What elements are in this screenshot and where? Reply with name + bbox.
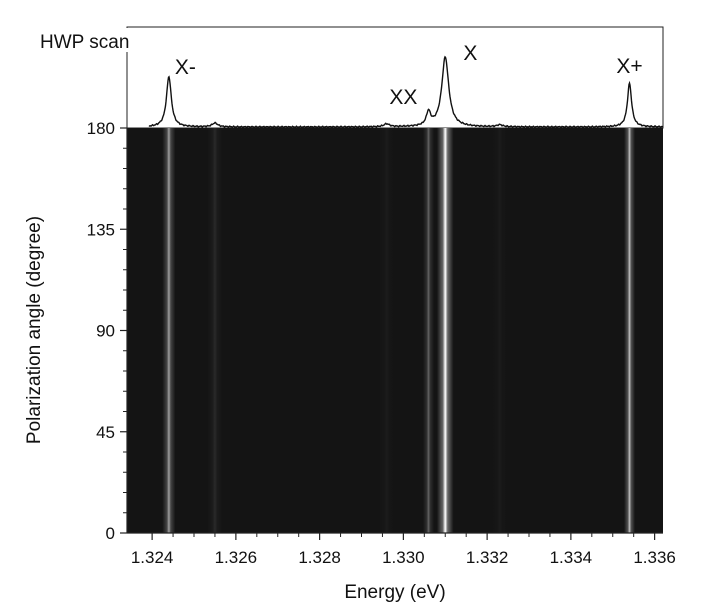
x-tick-label: 1.324: [131, 548, 174, 567]
peak-label-xplus: X+: [616, 55, 642, 78]
x-tick-label: 1.332: [466, 548, 509, 567]
peak-label-xx: XX: [389, 86, 417, 109]
emission-line-1: [207, 128, 223, 533]
x-tick-label: 1.326: [215, 548, 258, 567]
y-tick-label: 45: [96, 423, 115, 442]
emission-line-4: [436, 128, 454, 533]
emission-line-0: [162, 128, 176, 533]
x-tick-label: 1.336: [633, 548, 676, 567]
y-ticks: 0 45 90 135 180: [87, 119, 127, 543]
panel-title: HWP scan: [40, 32, 129, 53]
x-ticks: 1.324 1.326 1.328 1.330 1.332 1.334 1.336: [131, 533, 676, 567]
x-tick-label: 1.334: [550, 548, 593, 567]
y-tick-label: 135: [87, 220, 115, 239]
emission-line-2: [379, 128, 394, 533]
x-axis-title: Energy (eV): [344, 582, 445, 603]
y-tick-label: 0: [106, 524, 115, 543]
emission-line-5: [492, 128, 508, 533]
spectrum-line: [148, 55, 664, 129]
peak-label-xminus: X-: [175, 56, 196, 79]
x-tick-label: 1.330: [382, 548, 425, 567]
y-axis-title: Polarization angle (degree): [24, 216, 45, 444]
heatmap-background: [127, 128, 663, 533]
x-tick-label: 1.328: [298, 548, 341, 567]
emission-line-3: [422, 128, 435, 533]
emission-lines: [162, 128, 636, 533]
spectrum-panel-frame: [126, 26, 664, 129]
y-tick-label: 90: [96, 322, 115, 341]
peak-label-x: X: [463, 42, 477, 65]
y-tick-label: 180: [87, 119, 115, 138]
emission-line-6: [623, 128, 636, 533]
panel-title-background: [34, 28, 148, 52]
